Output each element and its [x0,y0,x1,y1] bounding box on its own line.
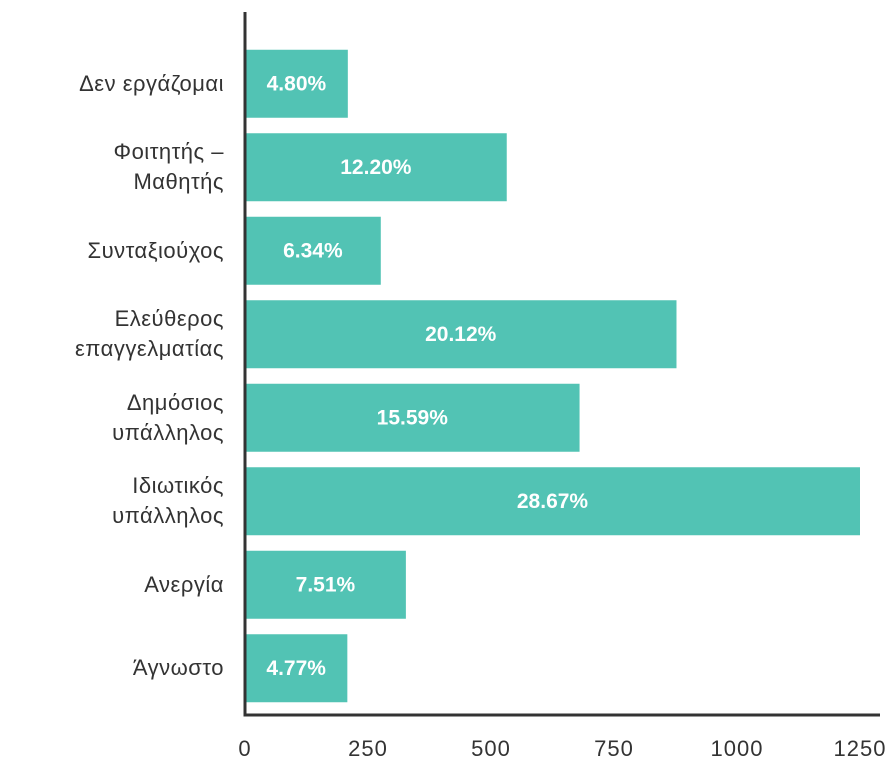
bar-label: 28.67% [517,490,589,513]
bar [245,550,406,619]
bar-label: 4.80% [267,72,327,95]
y-tick-label: Συνταξιούχος [87,237,224,263]
bar [245,634,348,703]
y-tick-label: Δεν εργάζομαι [79,70,224,96]
bar-label: 12.20% [340,156,412,179]
bar [245,133,507,202]
y-tick-label: Ελεύθερος επαγγελματίας [75,306,224,362]
bar [245,300,677,369]
bar [245,49,348,118]
bar [245,216,381,285]
bar [245,467,860,536]
x-tick-label: 250 [348,736,388,761]
y-tick-label: Ανεργία [144,571,224,597]
bar-label: 4.77% [266,657,326,680]
y-tick-label: Άγνωστο [132,655,224,681]
x-tick-label: 1250 [834,736,887,761]
x-tick-label: 0 [238,736,251,761]
y-tick-label: Φοιτητής – Μαθητής [113,139,224,195]
bar-label: 7.51% [296,573,356,596]
bar-label: 15.59% [377,406,449,429]
x-tick-label: 750 [594,736,634,761]
y-tick-label: Δημόσιος υπάλληλος [112,389,224,445]
bar-label: 20.12% [425,323,497,346]
x-tick-label: 1000 [711,736,764,761]
bar-label: 6.34% [283,239,343,262]
x-tick-label: 500 [471,736,511,761]
y-tick-label: Ιδιωτικός υπάλληλος [112,473,224,529]
bar [245,383,580,452]
